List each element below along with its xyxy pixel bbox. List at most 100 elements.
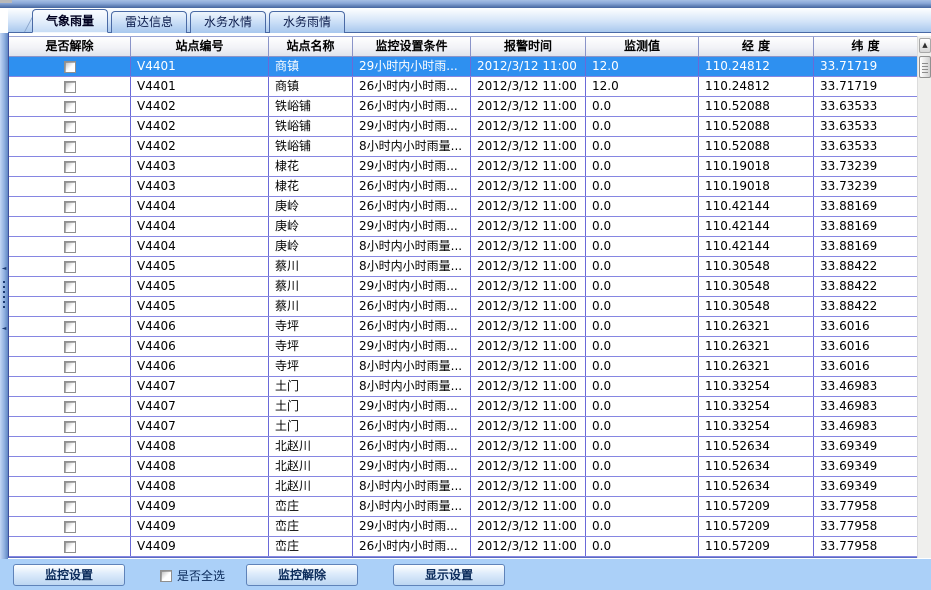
row-checkbox-cell [9, 497, 131, 516]
splitter-collapse-icon[interactable]: ◄ [1, 265, 7, 272]
row-checkbox[interactable] [63, 60, 76, 73]
row-checkbox[interactable] [63, 300, 76, 313]
cell-station-id: V4408 [131, 477, 269, 496]
splitter-collapse-icon[interactable]: ◄ [1, 325, 7, 332]
table-row[interactable]: V4407 土门 8小时内小时雨量... 2012/3/12 11:00 0.0 110.… [9, 377, 918, 397]
splitter-grip[interactable] [3, 281, 5, 311]
row-checkbox[interactable] [63, 520, 76, 533]
table-row[interactable]: V4402 铁峪铺 26小时内小时雨... 2012/3/12 11:00 0.0 110… [9, 97, 918, 117]
cell-value: 0.0 [586, 257, 699, 276]
table-row[interactable]: V4409 峦庄 8小时内小时雨量... 2012/3/12 11:00 0.0 110.… [9, 497, 918, 517]
row-checkbox-cell [9, 97, 131, 116]
cell-alarm-time: 2012/3/12 11:00 [471, 97, 586, 116]
vertical-scrollbar[interactable]: ▲ [917, 36, 931, 558]
column-header[interactable]: 站点编号 [131, 37, 269, 56]
tab-radar-info[interactable]: 雷达信息 [111, 11, 188, 33]
row-checkbox[interactable] [63, 160, 76, 173]
table-row[interactable]: V4403 棣花 26小时内小时雨... 2012/3/12 11:00 0.0 110.… [9, 177, 918, 197]
table-row[interactable]: V4405 蔡川 29小时内小时雨... 2012/3/12 11:00 0.0 110.… [9, 277, 918, 297]
row-checkbox[interactable] [63, 200, 76, 213]
table-row[interactable]: V4403 棣花 29小时内小时雨... 2012/3/12 11:00 0.0 110.… [9, 157, 918, 177]
row-checkbox[interactable] [63, 120, 76, 133]
table-row[interactable]: V4404 庚岭 8小时内小时雨量... 2012/3/12 11:00 0.0 110.… [9, 237, 918, 257]
cell-latitude: 33.73239 [814, 157, 918, 176]
table-row[interactable]: V4408 北赵川 8小时内小时雨量... 2012/3/12 11:00 0.0 110… [9, 477, 918, 497]
row-checkbox[interactable] [63, 400, 76, 413]
column-header[interactable]: 监控设置条件 [353, 37, 471, 56]
row-checkbox[interactable] [63, 260, 76, 273]
row-checkbox[interactable] [63, 280, 76, 293]
row-checkbox[interactable] [63, 240, 76, 253]
column-header[interactable]: 报警时间 [471, 37, 586, 56]
cell-station-name: 庚岭 [269, 237, 353, 256]
row-checkbox[interactable] [63, 320, 76, 333]
table-row[interactable]: V4402 铁峪铺 8小时内小时雨量... 2012/3/12 11:00 0.0 110… [9, 137, 918, 157]
row-checkbox[interactable] [63, 540, 76, 553]
cell-alarm-time: 2012/3/12 11:00 [471, 117, 586, 136]
tab-water-condition[interactable]: 水务水情 [190, 11, 267, 33]
monitor-release-button[interactable]: 监控解除 [246, 564, 358, 586]
table-row[interactable]: V4409 峦庄 29小时内小时雨... 2012/3/12 11:00 0.0 110.… [9, 517, 918, 537]
row-checkbox[interactable] [63, 140, 76, 153]
table-row[interactable]: V4407 土门 26小时内小时雨... 2012/3/12 11:00 0.0 110.… [9, 417, 918, 437]
cell-longitude: 110.42144 [699, 197, 814, 216]
display-settings-button[interactable]: 显示设置 [393, 564, 505, 586]
row-checkbox[interactable] [63, 460, 76, 473]
cell-station-id: V4402 [131, 117, 269, 136]
scroll-up-button[interactable]: ▲ [919, 38, 931, 53]
column-header[interactable]: 是否解除 [9, 37, 131, 56]
table-row[interactable]: V4401 商镇 26小时内小时雨... 2012/3/12 11:00 12.0 110… [9, 77, 918, 97]
column-header[interactable]: 监测值 [586, 37, 699, 56]
cell-condition: 8小时内小时雨量... [353, 237, 471, 256]
row-checkbox[interactable] [63, 220, 76, 233]
row-checkbox[interactable] [63, 420, 76, 433]
row-checkbox[interactable] [63, 480, 76, 493]
table-row[interactable]: V4405 蔡川 8小时内小时雨量... 2012/3/12 11:00 0.0 110.… [9, 257, 918, 277]
row-checkbox[interactable] [63, 500, 76, 513]
row-checkbox-cell [9, 57, 131, 76]
select-all-checkbox[interactable] [160, 569, 172, 582]
row-checkbox[interactable] [63, 380, 76, 393]
table-row[interactable]: V4408 北赵川 29小时内小时雨... 2012/3/12 11:00 0.0 110… [9, 457, 918, 477]
tab-weather-rainfall[interactable]: 气象雨量 [32, 9, 109, 33]
cell-condition: 8小时内小时雨量... [353, 477, 471, 496]
cell-condition: 8小时内小时雨量... [353, 257, 471, 276]
cell-station-name: 土门 [269, 417, 353, 436]
scrollbar-thumb[interactable] [919, 56, 931, 78]
column-header[interactable]: 纬 度 [814, 37, 918, 56]
table-row[interactable]: V4408 北赵川 26小时内小时雨... 2012/3/12 11:00 0.0 110… [9, 437, 918, 457]
table-row[interactable]: V4401 商镇 29小时内小时雨... 2012/3/12 11:00 12.0 110… [9, 57, 918, 77]
table-row[interactable]: V4404 庚岭 29小时内小时雨... 2012/3/12 11:00 0.0 110.… [9, 217, 918, 237]
row-checkbox[interactable] [63, 80, 76, 93]
cell-station-name: 峦庄 [269, 517, 353, 536]
cell-condition: 29小时内小时雨... [353, 457, 471, 476]
table-row[interactable]: V4406 寺坪 26小时内小时雨... 2012/3/12 11:00 0.0 110.… [9, 317, 918, 337]
cell-alarm-time: 2012/3/12 11:00 [471, 417, 586, 436]
row-checkbox-cell [9, 297, 131, 316]
tab-rain-condition[interactable]: 水务雨情 [269, 11, 346, 33]
left-splitter-bar[interactable]: ◄ ◄ [0, 33, 8, 590]
table-row[interactable]: V4407 土门 29小时内小时雨... 2012/3/12 11:00 0.0 110.… [9, 397, 918, 417]
cell-value: 0.0 [586, 337, 699, 356]
table-row[interactable]: V4405 蔡川 26小时内小时雨... 2012/3/12 11:00 0.0 110.… [9, 297, 918, 317]
table-row[interactable]: V4406 寺坪 29小时内小时雨... 2012/3/12 11:00 0.0 110.… [9, 337, 918, 357]
row-checkbox[interactable] [63, 360, 76, 373]
cell-value: 0.0 [586, 517, 699, 536]
row-checkbox[interactable] [63, 100, 76, 113]
column-header[interactable]: 经 度 [699, 37, 814, 56]
cell-latitude: 33.71719 [814, 57, 918, 76]
row-checkbox[interactable] [63, 340, 76, 353]
row-checkbox[interactable] [63, 180, 76, 193]
table-row[interactable]: V4404 庚岭 26小时内小时雨... 2012/3/12 11:00 0.0 110.… [9, 197, 918, 217]
table-row[interactable]: V4402 铁峪铺 29小时内小时雨... 2012/3/12 11:00 0.0 110… [9, 117, 918, 137]
cell-latitude: 33.88422 [814, 297, 918, 316]
row-checkbox-cell [9, 317, 131, 336]
row-checkbox[interactable] [63, 440, 76, 453]
cell-station-id: V4402 [131, 97, 269, 116]
table-row[interactable]: V4406 寺坪 8小时内小时雨量... 2012/3/12 11:00 0.0 110.… [9, 357, 918, 377]
column-header[interactable]: 站点名称 [269, 37, 353, 56]
monitor-settings-button[interactable]: 监控设置 [13, 564, 125, 586]
table-row[interactable]: V4409 峦庄 26小时内小时雨... 2012/3/12 11:00 0.0 110.… [9, 537, 918, 557]
cell-value: 0.0 [586, 317, 699, 336]
row-checkbox-cell [9, 157, 131, 176]
